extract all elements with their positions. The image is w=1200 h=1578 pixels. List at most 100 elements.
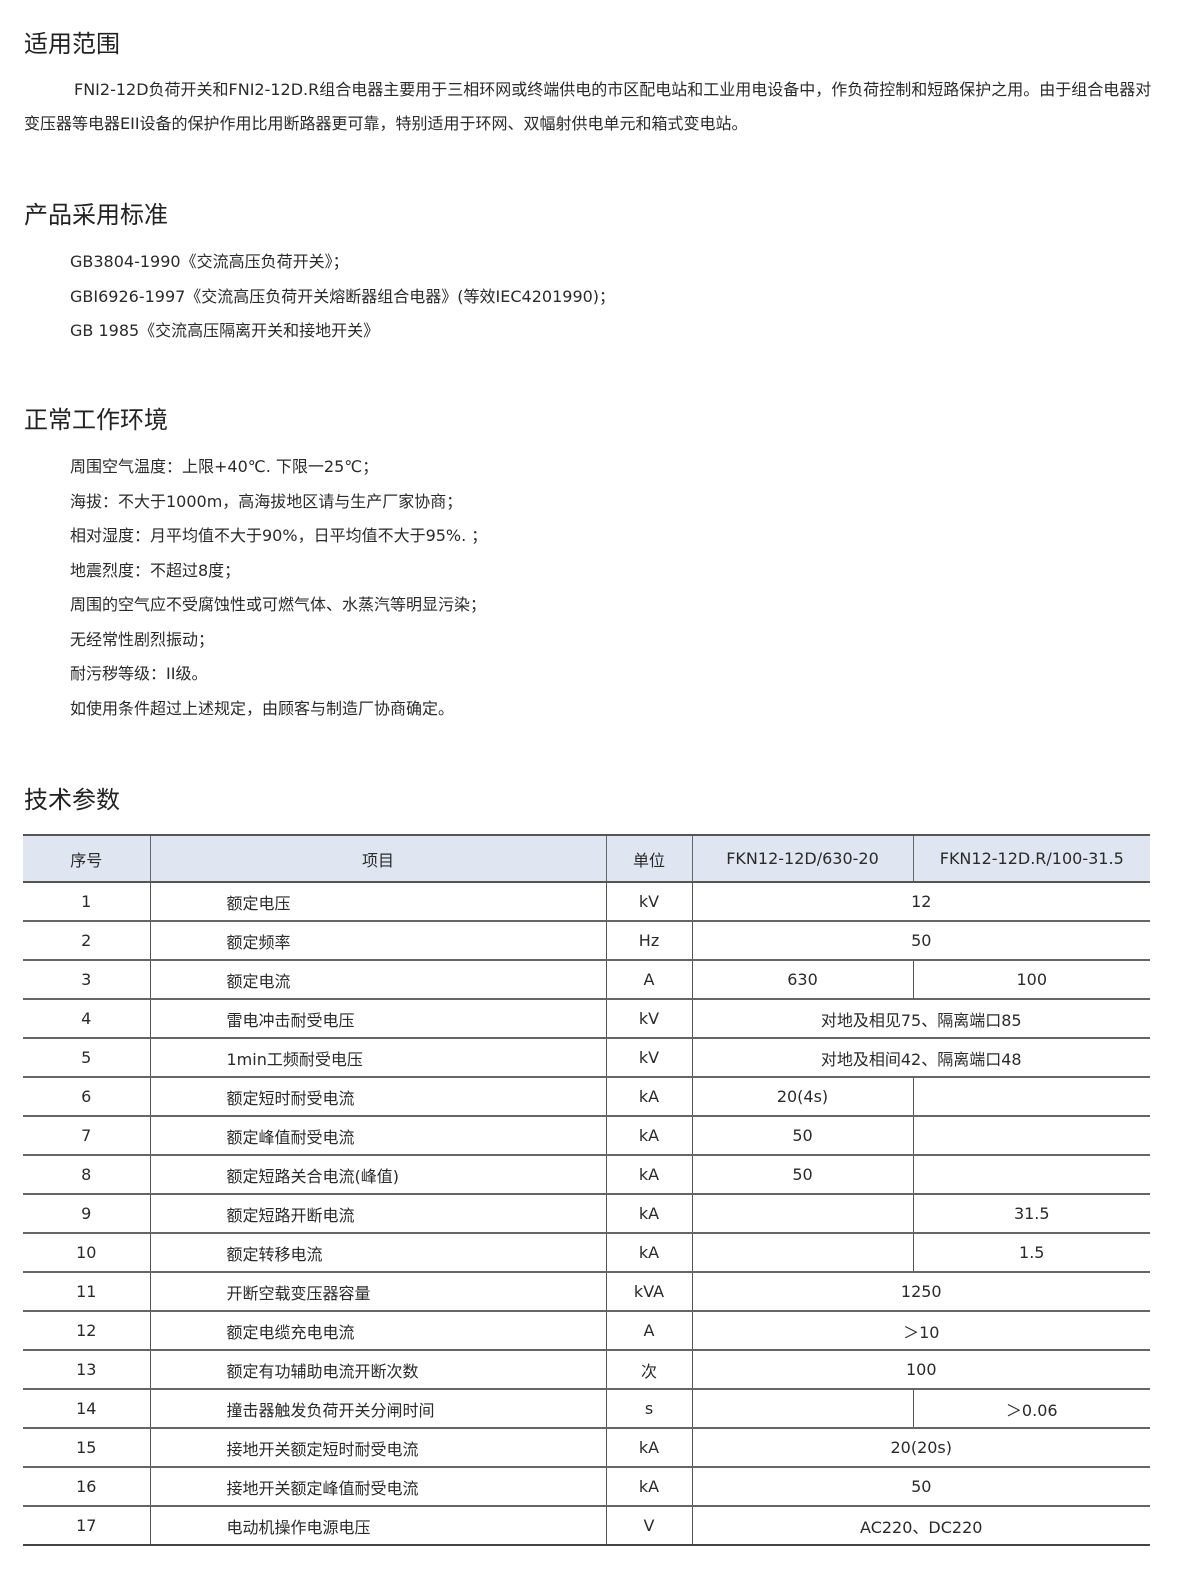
table-row: 11 开断空载变压器容量 kVA 1250	[23, 1272, 1150, 1312]
cell-no: 17	[23, 1506, 150, 1546]
environment-item: 周围的空气应不受腐蚀性或可燃气体、水蒸汽等明显污染；	[70, 595, 487, 614]
cell-value-merged: 1250	[691, 1272, 1150, 1312]
cell-unit: kA	[605, 1077, 692, 1117]
cell-item: 额定频率	[149, 921, 606, 961]
table-row: 3 额定电流 A 630 100	[23, 960, 1150, 1000]
table-row: 17 电动机操作电源电压 V AC220、DC220	[23, 1506, 1150, 1546]
cell-unit: V	[605, 1506, 692, 1546]
scope-text: FNI2-12D负荷开关和FNI2-12D.R组合电器主要用于三相环网或终端供电…	[24, 80, 1152, 133]
cell-no: 4	[23, 999, 150, 1039]
cell-item: 额定短路开断电流	[149, 1194, 606, 1234]
cell-item: 1min工频耐受电压	[149, 1038, 606, 1078]
cell-item: 额定有功辅助电流开断次数	[149, 1350, 606, 1390]
cell-item: 额定电流	[149, 960, 606, 1000]
table-row: 1 额定电压 kV 12	[23, 882, 1150, 922]
cell-no: 5	[23, 1038, 150, 1078]
table-row: 7 额定峰值耐受电流 kA 50	[23, 1116, 1150, 1156]
cell-unit: kA	[605, 1155, 692, 1195]
section-title-scope: 适用范围	[24, 30, 120, 58]
cell-value-model-1	[691, 1389, 913, 1429]
environment-item: 无经常性剧烈振动；	[70, 629, 215, 649]
cell-value-merged: ＞10	[691, 1311, 1150, 1351]
environment-item: 地震烈度：不超过8度；	[70, 560, 241, 580]
cell-value-model-2: 1.5	[912, 1233, 1150, 1273]
cell-value-model-1: 630	[691, 960, 913, 1000]
table-row: 5 1min工频耐受电压 kV 对地及相间42、隔离端口48	[23, 1038, 1150, 1078]
table-header-row: 序号 项目 单位 FKN12-12D/630-20 FKN12-12D.R/10…	[23, 834, 1150, 883]
cell-value-merged: 12	[691, 882, 1150, 922]
environment-list: 周围空气温度：上限+40℃. 下限一25℃； 海拔：不大于1000m，高海拔地区…	[70, 450, 487, 726]
cell-no: 13	[23, 1350, 150, 1390]
cell-unit: kVA	[605, 1272, 692, 1312]
table-row: 16 接地开关额定峰值耐受电流 kA 50	[23, 1467, 1150, 1507]
cell-item: 接地开关额定峰值耐受电流	[149, 1467, 606, 1507]
header-no: 序号	[23, 834, 150, 883]
cell-no: 9	[23, 1194, 150, 1234]
cell-no: 8	[23, 1155, 150, 1195]
cell-no: 16	[23, 1467, 150, 1507]
cell-no: 14	[23, 1389, 150, 1429]
cell-unit: s	[605, 1389, 692, 1429]
cell-unit: A	[605, 1311, 692, 1351]
table-row: 14 撞击器触发负荷开关分闸时间 s ＞0.06	[23, 1389, 1150, 1429]
cell-no: 6	[23, 1077, 150, 1117]
cell-no: 7	[23, 1116, 150, 1156]
cell-item: 开断空载变压器容量	[149, 1272, 606, 1312]
section-title-params: 技术参数	[24, 786, 120, 814]
cell-value-model-1: 50	[691, 1116, 913, 1156]
cell-item: 额定短路关合电流(峰值)	[149, 1155, 606, 1195]
cell-value-merged: AC220、DC220	[691, 1506, 1150, 1546]
table-row: 6 额定短时耐受电流 kA 20(4s)	[23, 1077, 1150, 1117]
cell-value-model-1: 20(4s)	[691, 1077, 913, 1117]
cell-value-model-2	[912, 1077, 1150, 1117]
cell-no: 2	[23, 921, 150, 961]
standards-list: GB3804-1990《交流高压负荷开关》； GBI6926-1997《交流高压…	[70, 245, 615, 349]
cell-value-model-2	[912, 1155, 1150, 1195]
cell-value-model-1	[691, 1194, 913, 1234]
cell-no: 15	[23, 1428, 150, 1468]
standard-item: GBI6926-1997《交流高压负荷开关熔断器组合电器》(等效IEC42019…	[70, 286, 616, 306]
header-model-2: FKN12-12D.R/100-31.5	[912, 834, 1150, 883]
cell-no: 12	[23, 1311, 150, 1351]
section-title-standards: 产品采用标准	[24, 201, 168, 229]
cell-unit: kA	[605, 1467, 692, 1507]
table-row: 13 额定有功辅助电流开断次数次 100	[23, 1350, 1150, 1390]
cell-value-model-2	[912, 1116, 1150, 1156]
cell-unit: kA	[605, 1116, 692, 1156]
cell-value-merged: 50	[691, 1467, 1150, 1507]
cell-item: 额定峰值耐受电流	[149, 1116, 606, 1156]
cell-no: 11	[23, 1272, 150, 1312]
cell-item: 电动机操作电源电压	[149, 1506, 606, 1546]
table-row: 8 额定短路关合电流(峰值) kA 50	[23, 1155, 1150, 1195]
table-row: 2 额定频率 Hz 50	[23, 921, 1150, 961]
environment-item: 海拔：不大于1000m，高海拔地区请与生产厂家协商；	[70, 491, 463, 511]
cell-unit: Hz	[605, 921, 692, 961]
cell-item: 接地开关额定短时耐受电流	[149, 1428, 606, 1468]
cell-unit: kA	[605, 1233, 692, 1273]
cell-unit: kV	[605, 999, 692, 1039]
cell-value-merged: 对地及相见75、隔离端口85	[691, 999, 1150, 1039]
table-row: 15 接地开关额定短时耐受电流 kA 20(20s)	[23, 1428, 1150, 1468]
table-row: 12 额定电缆充电电流 A ＞10	[23, 1311, 1150, 1351]
params-table: 序号 项目 单位 FKN12-12D/630-20 FKN12-12D.R/10…	[23, 834, 1150, 1546]
cell-value-merged: 50	[691, 921, 1150, 961]
cell-unit: kV	[605, 882, 692, 922]
header-item: 项目	[149, 834, 606, 883]
cell-value-merged: 对地及相间42、隔离端口48	[691, 1038, 1150, 1078]
standard-item: GB 1985《交流高压隔离开关和接地开关》	[70, 321, 380, 340]
cell-value-merged: 100	[691, 1350, 1150, 1390]
cell-value-model-2: 31.5	[912, 1194, 1150, 1234]
cell-no: 3	[23, 960, 150, 1000]
cell-value-model-2: 100	[912, 960, 1150, 1000]
section-title-environment: 正常工作环境	[24, 406, 168, 434]
environment-item: 周围空气温度：上限+40℃. 下限一25℃；	[70, 457, 379, 476]
cell-value-model-1: 50	[691, 1155, 913, 1195]
cell-no: 1	[23, 882, 150, 922]
environment-item: 相对湿度：月平均值不大于90%，日平均值不大于95%. ；	[70, 526, 488, 545]
cell-value-model-2: ＞0.06	[912, 1389, 1150, 1429]
cell-item: 额定电缆充电电流	[149, 1311, 606, 1351]
environment-item: 耐污秽等级：II级。	[70, 664, 208, 683]
cell-unit: 次	[605, 1350, 692, 1390]
cell-no: 10	[23, 1233, 150, 1273]
header-model-1: FKN12-12D/630-20	[691, 834, 913, 883]
